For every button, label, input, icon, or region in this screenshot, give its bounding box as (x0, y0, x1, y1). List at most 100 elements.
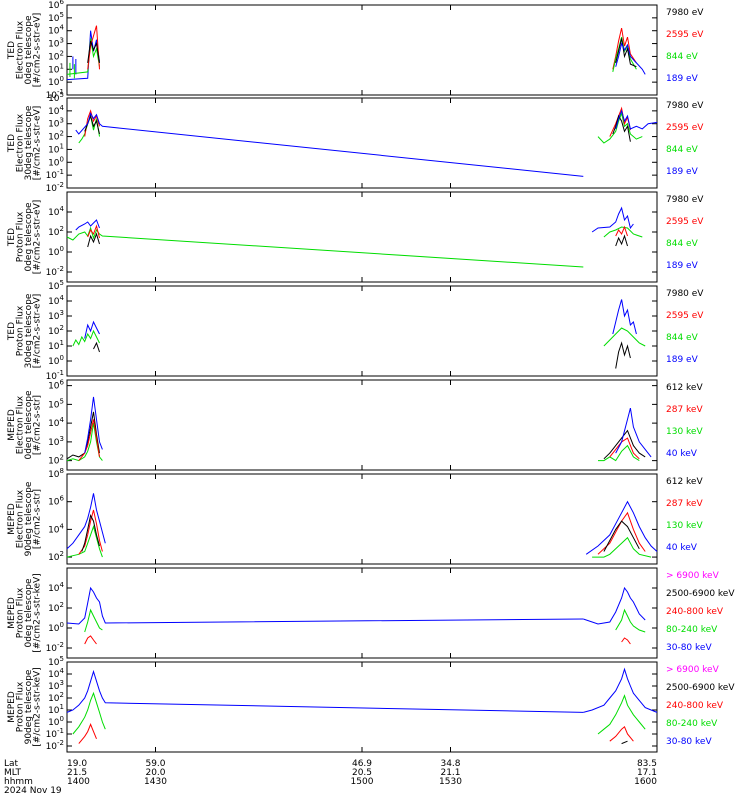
y-tick-label: 105 (48, 655, 64, 668)
legend-entry: 130 keV (666, 521, 703, 531)
y-tick-label: 100 (48, 354, 64, 367)
y-axis-label: MEPED (7, 691, 17, 723)
plot-frame (66, 379, 658, 471)
y-tick-label: 10-2 (46, 265, 64, 278)
legend-entry: 189 eV (666, 167, 699, 177)
y-tick-label: 104 (48, 104, 64, 117)
y-axis-label: Electron Flux (16, 20, 26, 79)
series-line (615, 407, 652, 458)
series-line (87, 232, 100, 248)
y-tick-label: 10-1 (46, 168, 64, 181)
series-line (597, 111, 643, 144)
series-line (583, 667, 658, 713)
y-axis-label: TED (7, 41, 17, 60)
series-line (603, 429, 646, 460)
x-row-value: 21.5 (67, 768, 87, 778)
y-axis-label: 30deg telescope (24, 105, 34, 180)
series-line (78, 509, 103, 555)
y-axis-label: MEPED (7, 503, 17, 535)
y-tick-label: 105 (48, 397, 64, 410)
legend-entry: 7980 eV (666, 101, 704, 111)
y-tick-label: 101 (48, 703, 64, 716)
legend-entry: 2595 eV (666, 217, 704, 227)
x-row-value: 59.0 (145, 759, 165, 769)
series-line (585, 500, 658, 555)
x-row-value: 1530 (439, 777, 462, 787)
x-row-value: 1600 (634, 777, 657, 787)
y-tick-label: 101 (48, 62, 64, 75)
y-tick-label: 10-2 (46, 641, 64, 654)
y-axis-label: TED (7, 228, 17, 247)
series-line (609, 725, 634, 742)
y-tick-label: 10-1 (46, 88, 64, 101)
legend-entry: 287 keV (666, 499, 703, 509)
y-axis-label: TED (7, 322, 17, 341)
legend-entry: 2595 eV (666, 123, 704, 133)
series-line (592, 536, 652, 558)
series-line (603, 327, 646, 347)
series-line (66, 38, 100, 75)
series-line (615, 225, 628, 237)
y-axis-label: 0deg telescope (24, 390, 34, 460)
series-line (597, 511, 646, 555)
legend-entry: 612 keV (666, 383, 703, 393)
legend-entry: 189 eV (666, 261, 699, 271)
series-line (72, 329, 100, 347)
x-row-value: 83.5 (637, 759, 657, 769)
x-row-value: 1430 (144, 777, 167, 787)
y-tick-label: 100 (48, 715, 64, 728)
plot-frame (66, 661, 658, 753)
legend-entry: 189 eV (666, 74, 699, 84)
series-line (87, 224, 100, 239)
series-line (621, 740, 628, 745)
y-tick-label: 102 (48, 324, 64, 337)
series-line (93, 341, 100, 353)
x-row-value: 1500 (351, 777, 374, 787)
y-tick-label: 104 (48, 667, 64, 680)
legend-entry: 40 keV (666, 543, 698, 553)
y-tick-label: 102 (48, 601, 64, 614)
y-axis-label: 0deg telescope (24, 578, 34, 648)
y-tick-label: 105 (48, 91, 64, 104)
y-axis-label: 30deg telescope (24, 293, 34, 368)
y-axis-label: 90deg telescope (24, 669, 34, 744)
plot-frame (66, 567, 658, 659)
series-line (72, 691, 106, 735)
y-tick-label: 106 (48, 0, 64, 11)
series-line (75, 219, 100, 231)
series-line (84, 396, 103, 454)
x-row-value: 34.8 (440, 759, 460, 769)
series-line (597, 694, 646, 735)
legend-entry: > 6900 keV (666, 665, 720, 675)
series-line (615, 608, 646, 633)
y-axis-label: [#/cm2-s-str-eV] (33, 106, 43, 181)
series-line (615, 234, 628, 247)
y-axis-label: Proton Flux (16, 681, 26, 732)
series-line (612, 27, 637, 70)
series-line (66, 493, 106, 550)
legend-entry: 7980 eV (666, 195, 704, 205)
series-line (615, 42, 646, 75)
series-line (66, 411, 100, 460)
y-tick-label: 104 (48, 205, 64, 218)
y-axis-label: 90deg telescope (24, 481, 34, 556)
legend-entry: 2500-6900 keV (666, 683, 735, 693)
plot-frame (66, 473, 658, 565)
plot-frame (66, 191, 658, 283)
y-tick-label: 103 (48, 435, 64, 448)
y-axis-label: MEPED (7, 597, 17, 629)
x-row-value: 17.1 (637, 768, 657, 778)
series-line (84, 608, 103, 633)
x-row-label: hhmm (4, 777, 33, 787)
y-axis-label: [#/cm2-s-str-keV] (33, 667, 43, 746)
series-line (612, 114, 631, 142)
y-tick-label: 104 (48, 416, 64, 429)
y-tick-label: 102 (48, 550, 64, 563)
